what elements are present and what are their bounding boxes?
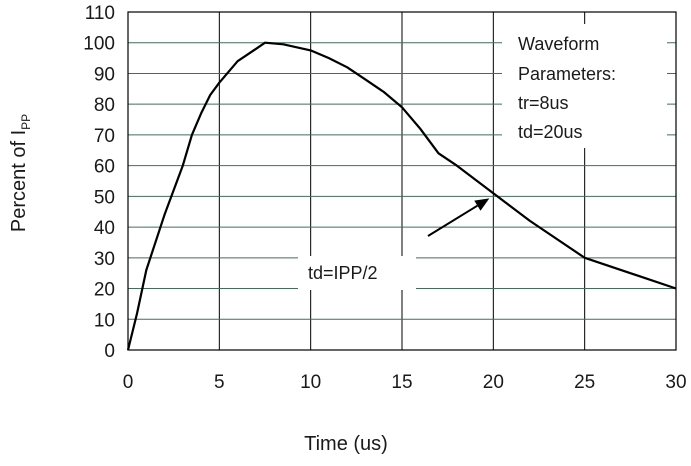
- y-tick-label-80: 80: [94, 95, 115, 116]
- y-tick-label-70: 70: [94, 126, 115, 147]
- x-tick-label-15: 15: [391, 372, 412, 393]
- x-tick-label-0: 0: [123, 372, 134, 393]
- annotation-arrow: [427, 204, 478, 237]
- y-axis-title-subscript: PP: [19, 114, 33, 130]
- y-tick-label-40: 40: [94, 218, 115, 239]
- y-tick-label-60: 60: [94, 157, 115, 178]
- param-line-3: tr=8us: [518, 93, 569, 113]
- x-tick-label-30: 30: [665, 372, 686, 393]
- annotation-label: td=IPP/2: [308, 263, 378, 283]
- x-tick-label-20: 20: [483, 372, 504, 393]
- parameters-box: [502, 24, 667, 148]
- y-tick-label-50: 50: [94, 187, 115, 208]
- param-line-1: Waveform: [518, 34, 599, 54]
- parameters-text: Waveform Parameters: tr=8us td=20us: [518, 34, 616, 142]
- y-tick-label-110: 110: [85, 3, 115, 24]
- y-tick-label-30: 30: [94, 249, 115, 270]
- y-tick-label-100: 100: [83, 34, 115, 55]
- y-axis-title-main: Percent of I: [8, 130, 30, 232]
- y-tick-label-90: 90: [94, 64, 115, 85]
- x-tick-label-5: 5: [214, 372, 225, 393]
- plot-area-frame: [127, 11, 677, 351]
- param-line-2: Parameters:: [518, 64, 616, 84]
- y-tick-label-0: 0: [104, 341, 115, 362]
- x-axis-title: Time (us): [304, 433, 388, 455]
- x-tick-label-25: 25: [574, 372, 595, 393]
- y-axis-title: Percent of IPP: [8, 114, 33, 232]
- annotation-box: [298, 256, 416, 290]
- annotation-arrowhead: [474, 198, 490, 211]
- series-line: [126, 41, 677, 351]
- param-line-4: td=20us: [518, 122, 583, 142]
- y-tick-label-20: 20: [94, 280, 115, 301]
- x-tick-label-10: 10: [300, 372, 321, 393]
- series-layer: [126, 41, 677, 351]
- x-tick-labels: 0 5 10 15 20 25 30: [123, 372, 687, 393]
- y-tick-label-10: 10: [94, 310, 115, 331]
- y-tick-labels: 0 10 20 30 40 50 60 70 80 90 100 110: [83, 3, 115, 362]
